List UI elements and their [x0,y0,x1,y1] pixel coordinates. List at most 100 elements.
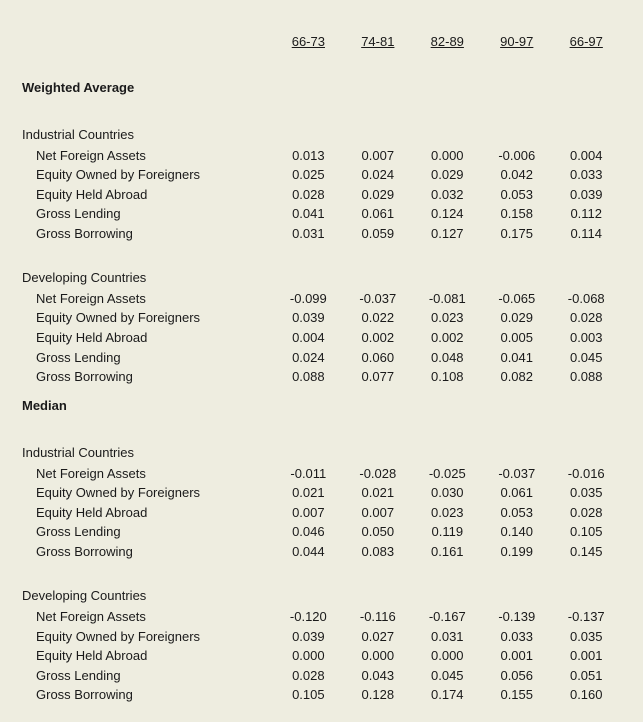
table-row: Equity Held Abroad0.0070.0070.0230.0530.… [22,503,621,523]
table-row: Equity Owned by Foreigners0.0390.0270.03… [22,627,621,647]
row-label: Gross Borrowing [22,367,274,387]
cell-value: 0.000 [413,646,482,666]
cell-value: 0.077 [343,367,412,387]
table-row: Net Foreign Assets0.0130.0070.000-0.0060… [22,146,621,166]
cell-value: 0.005 [482,328,551,348]
cell-value: -0.037 [343,289,412,309]
cell-value: 0.045 [413,666,482,686]
row-label: Equity Held Abroad [22,646,274,666]
row-label: Net Foreign Assets [22,146,274,166]
cell-value: 0.004 [551,146,621,166]
period-header: 82-89 [413,32,482,69]
table-row: Equity Owned by Foreigners0.0390.0220.02… [22,308,621,328]
cell-value: 0.035 [551,483,621,503]
cell-value: 0.105 [551,522,621,542]
data-table: 66-73 74-81 82-89 90-97 66-97 Weighted A… [22,32,621,705]
cell-value: 0.124 [413,204,482,224]
cell-value: 0.155 [482,685,551,705]
cell-value: 0.158 [482,204,551,224]
cell-value: 0.021 [343,483,412,503]
cell-value: 0.108 [413,367,482,387]
table-row: Gross Lending0.0240.0600.0480.0410.045 [22,348,621,368]
cell-value: -0.081 [413,289,482,309]
cell-value: 0.002 [413,328,482,348]
spacer [22,106,621,114]
cell-value: -0.025 [413,464,482,484]
cell-value: 0.059 [343,224,412,244]
table-row: Equity Held Abroad0.0040.0020.0020.0050.… [22,328,621,348]
row-label: Gross Lending [22,522,274,542]
period-header: 66-97 [551,32,621,69]
cell-value: 0.028 [274,185,343,205]
cell-value: 0.119 [413,522,482,542]
row-label: Net Foreign Assets [22,607,274,627]
cell-value: 0.031 [413,627,482,647]
cell-value: 0.112 [551,204,621,224]
spacer [22,561,621,575]
cell-value: 0.033 [551,165,621,185]
cell-value: 0.175 [482,224,551,244]
cell-value: 0.199 [482,542,551,562]
cell-value: 0.046 [274,522,343,542]
cell-value: 0.029 [343,185,412,205]
cell-value: 0.013 [274,146,343,166]
cell-value: 0.039 [274,627,343,647]
row-label: Net Foreign Assets [22,464,274,484]
table-row: Equity Owned by Foreigners0.0210.0210.03… [22,483,621,503]
row-label: Gross Lending [22,204,274,224]
cell-value: 0.114 [551,224,621,244]
row-label: Equity Owned by Foreigners [22,308,274,328]
cell-value: 0.021 [274,483,343,503]
cell-value: 0.007 [343,146,412,166]
cell-value: 0.128 [343,685,412,705]
cell-value: -0.037 [482,464,551,484]
group-title-label: Industrial Countries [22,432,621,464]
cell-value: 0.145 [551,542,621,562]
page: 66-73 74-81 82-89 90-97 66-97 Weighted A… [0,0,643,722]
cell-value: 0.048 [413,348,482,368]
period-header: 74-81 [343,32,412,69]
table-row: Gross Borrowing0.0880.0770.1080.0820.088 [22,367,621,387]
section-title: Weighted Average [22,69,621,107]
cell-value: -0.120 [274,607,343,627]
group-title-label: Developing Countries [22,575,621,607]
spacer [22,243,621,257]
cell-value: 0.161 [413,542,482,562]
period-header: 66-73 [274,32,343,69]
cell-value: 0.039 [551,185,621,205]
section-title: Median [22,387,621,425]
cell-value: 0.056 [482,666,551,686]
row-label: Gross Borrowing [22,542,274,562]
table-row: Net Foreign Assets-0.099-0.037-0.081-0.0… [22,289,621,309]
period-header: 90-97 [482,32,551,69]
cell-value: 0.001 [482,646,551,666]
cell-value: -0.006 [482,146,551,166]
group-title: Industrial Countries [22,114,621,146]
table-row: Net Foreign Assets-0.011-0.028-0.025-0.0… [22,464,621,484]
row-label: Gross Lending [22,666,274,686]
table-row: Equity Held Abroad0.0000.0000.0000.0010.… [22,646,621,666]
cell-value: 0.022 [343,308,412,328]
cell-value: 0.004 [274,328,343,348]
cell-value: 0.140 [482,522,551,542]
cell-value: 0.083 [343,542,412,562]
table-row: Gross Lending0.0280.0430.0450.0560.051 [22,666,621,686]
cell-value: 0.160 [551,685,621,705]
cell-value: 0.024 [343,165,412,185]
cell-value: 0.043 [343,666,412,686]
group-title-label: Industrial Countries [22,114,621,146]
cell-value: 0.029 [413,165,482,185]
group-title: Developing Countries [22,575,621,607]
cell-value: 0.029 [482,308,551,328]
table-header-row: 66-73 74-81 82-89 90-97 66-97 [22,32,621,69]
cell-value: 0.041 [482,348,551,368]
row-label: Equity Owned by Foreigners [22,483,274,503]
cell-value: 0.060 [343,348,412,368]
cell-value: -0.068 [551,289,621,309]
cell-value: 0.050 [343,522,412,542]
cell-value: 0.053 [482,185,551,205]
row-label: Gross Lending [22,348,274,368]
cell-value: 0.027 [343,627,412,647]
group-title: Developing Countries [22,257,621,289]
cell-value: 0.082 [482,367,551,387]
